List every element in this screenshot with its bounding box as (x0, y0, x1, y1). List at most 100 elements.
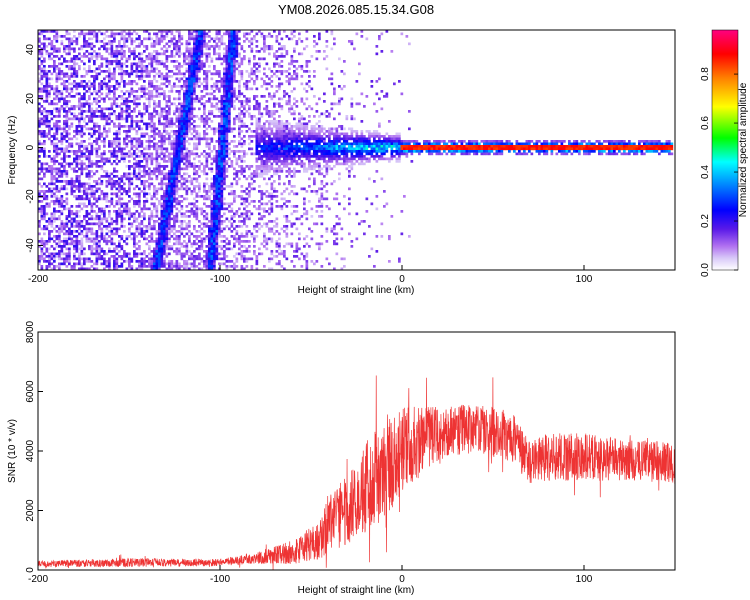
spectrogram-cell (170, 245, 174, 248)
spectrogram-cell (140, 232, 144, 236)
spectrogram-cell (195, 132, 199, 136)
spectrogram-cell (193, 62, 196, 66)
spectrogram-cell (123, 190, 126, 193)
spectrogram-cell (38, 87, 41, 91)
spectrogram-cell (180, 230, 184, 233)
spectrogram-cell (58, 215, 61, 218)
spectrogram-cell (175, 97, 179, 101)
spectrogram-cell (103, 57, 106, 61)
spectrogram-cell (183, 57, 186, 61)
spectrogram-cell (195, 42, 199, 46)
spectrogram-cell (173, 82, 176, 86)
spectrogram-cell (185, 152, 189, 156)
spectrogram-cell (173, 227, 176, 231)
spectrogram-cell (263, 122, 266, 126)
spectrogram-cell (188, 220, 191, 223)
spectrogram-cell (183, 265, 186, 268)
spectrogram-cell (213, 85, 216, 88)
spectrogram-cell (223, 127, 226, 131)
spectrogram-cell (93, 77, 96, 81)
spectrogram-cell (195, 50, 199, 53)
spectrogram-cell (98, 137, 101, 141)
spectrogram-cell (45, 77, 49, 81)
spectrogram-cell (220, 182, 224, 186)
spectrogram-cell (38, 220, 41, 223)
spectrogram-cell (130, 92, 134, 96)
spectrogram-cell (203, 230, 206, 233)
spectrogram-cell (103, 240, 106, 243)
spectrogram-cell (113, 262, 116, 266)
spectrogram-cell (188, 250, 191, 253)
spectrogram-cell (140, 135, 144, 138)
spectrogram-cell (128, 230, 131, 233)
spectrogram-cell (255, 157, 259, 161)
spectrogram-cell (190, 117, 194, 121)
spectrogram-cell (95, 242, 99, 246)
spectrogram-cell (70, 232, 74, 236)
spectrogram-cell (98, 30, 101, 33)
spectrogram-cell (120, 72, 124, 76)
spectrogram-cell (245, 37, 249, 41)
spectrogram-cell (83, 215, 86, 218)
spectrogram-cell (235, 52, 239, 56)
spectrogram-cell (228, 52, 231, 56)
spectrogram-cell (65, 155, 69, 158)
spectrogram-cell (73, 57, 76, 61)
spectrogram-cell (113, 100, 116, 103)
spectrogram-cell (225, 120, 229, 123)
spectrogram-cell (193, 242, 196, 246)
spectrogram-cell (105, 172, 109, 176)
spectrogram-cell (185, 215, 189, 218)
spectrogram-cell (258, 112, 261, 116)
spectrogram-cell (168, 45, 171, 48)
spectrogram-cell (83, 147, 86, 151)
spectrogram-cell (200, 245, 204, 248)
spectrogram-cell (158, 85, 161, 88)
spectrogram-cell (153, 135, 156, 138)
spectrogram-cell (133, 202, 136, 206)
spectrogram-cell (140, 260, 144, 263)
spectrogram-cell (65, 222, 69, 226)
spectrogram-cell (233, 67, 236, 71)
spectrogram-cell (58, 67, 61, 71)
spectrogram-cell (53, 195, 56, 198)
spectrogram-cell (73, 75, 76, 78)
spectrogram-cell (178, 77, 181, 81)
spectrogram-cell (165, 175, 169, 178)
spectrogram-cell (205, 237, 209, 241)
spectrogram-cell (60, 180, 64, 183)
spectrogram-cell (128, 127, 131, 131)
spectrogram-cell (145, 155, 149, 158)
spectrogram-cell (68, 100, 71, 103)
spectrogram-cell (160, 112, 164, 116)
spectrogram-cell (103, 225, 106, 228)
spectrogram-cell (208, 97, 211, 101)
spectrogram-cell (233, 105, 236, 108)
spectrogram-cell (143, 80, 146, 83)
spectrogram-cell (40, 82, 44, 86)
spectrogram-cell (183, 105, 186, 108)
spectrogram-cell (155, 147, 159, 151)
spectrogram-cell (165, 67, 169, 71)
spectrogram-cell (80, 75, 84, 78)
spectrogram-cell (195, 200, 199, 203)
spectrogram-cell (48, 257, 51, 261)
spectrogram-cell (125, 130, 129, 133)
spectrogram-cell (215, 187, 219, 191)
spectrogram-cell (85, 50, 89, 53)
spectrogram-cell (240, 195, 244, 198)
spectrogram-cell (173, 237, 176, 241)
spectrogram-cell (180, 205, 184, 208)
spectrogram-cell (40, 237, 44, 241)
spectrogram-cell (240, 185, 244, 188)
spectrogram-cell (60, 245, 64, 248)
spectrogram-cell (215, 237, 219, 241)
spectrogram-cell (148, 102, 151, 106)
spectrogram-cell (153, 130, 156, 133)
spectrogram-cell (193, 265, 196, 268)
spectrogram-cell (58, 257, 61, 261)
spectrogram-cell (265, 47, 269, 51)
spectrogram-cell (60, 230, 64, 233)
spectrogram-cell (140, 210, 144, 213)
spectrogram-cell (45, 265, 49, 268)
